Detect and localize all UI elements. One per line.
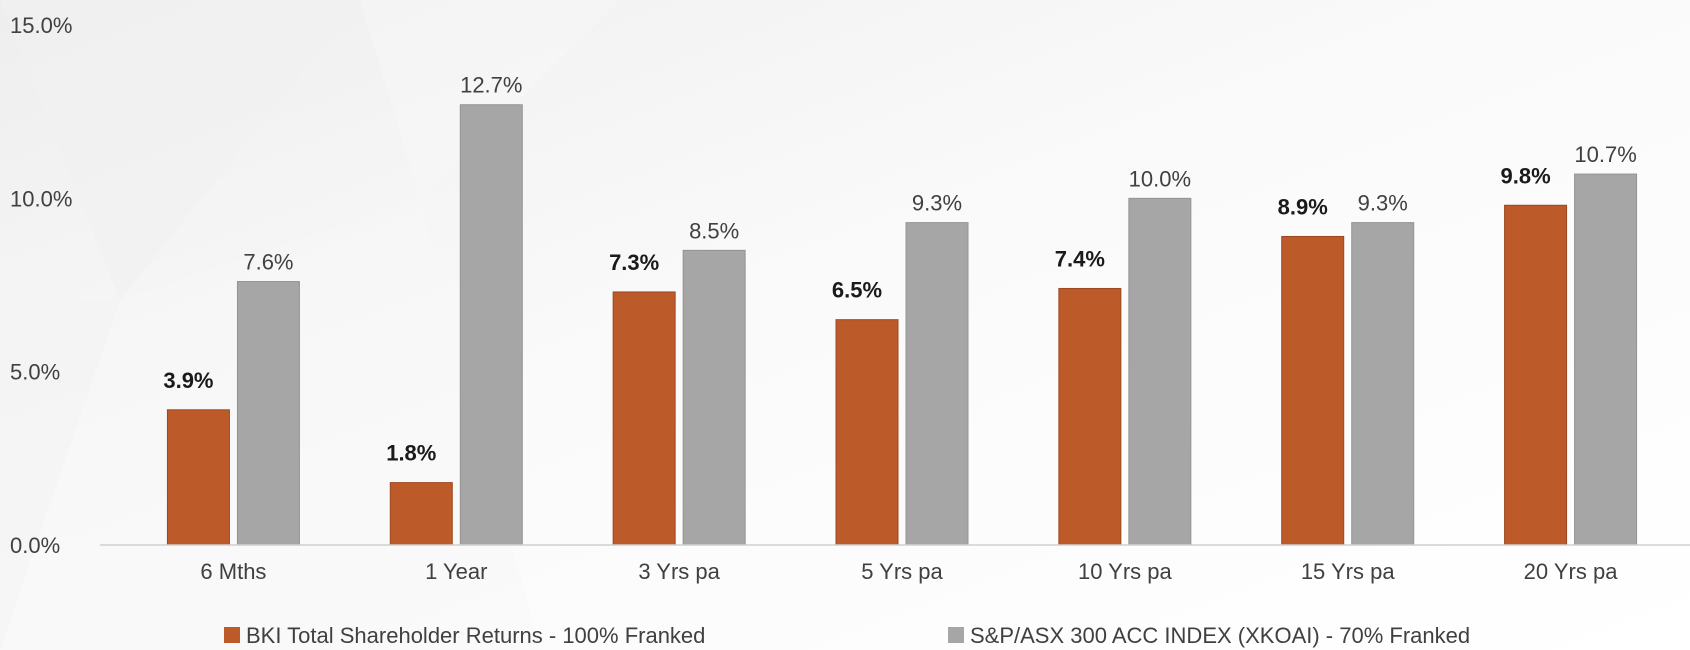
- bar-bki: [1281, 235, 1345, 546]
- y-tick-label: 5.0%: [10, 360, 60, 385]
- bar-bki: [389, 482, 453, 546]
- background-facet: [0, 0, 360, 300]
- data-label-index: 9.3%: [1358, 191, 1408, 216]
- data-label-index: 7.6%: [243, 250, 293, 275]
- y-tick-label: 15.0%: [10, 13, 72, 38]
- data-label-index: 12.7%: [460, 73, 522, 98]
- x-tick-label: 20 Yrs pa: [1524, 559, 1619, 584]
- legend-swatch-bki: [224, 627, 240, 643]
- bar-index: [236, 281, 300, 546]
- y-axis: 0.0% 5.0% 10.0% 15.0%: [10, 13, 72, 558]
- data-label-index: 10.0%: [1129, 166, 1191, 191]
- legend-label-bki: BKI Total Shareholder Returns - 100% Fra…: [246, 623, 705, 648]
- data-label-index: 8.5%: [689, 218, 739, 243]
- data-label-index: 9.3%: [912, 191, 962, 216]
- x-tick-label: 6 Mths: [200, 559, 266, 584]
- data-label-index: 10.7%: [1574, 142, 1636, 167]
- data-label-bki: 3.9%: [163, 368, 213, 393]
- data-label-bki: 8.9%: [1278, 194, 1328, 219]
- bar-index: [1128, 197, 1192, 546]
- bar-index: [905, 222, 969, 546]
- y-tick-label: 10.0%: [10, 186, 72, 211]
- data-label-bki: 7.3%: [609, 250, 659, 275]
- bar-index: [1351, 222, 1415, 546]
- bar-bki: [612, 291, 676, 546]
- bar-index: [682, 249, 746, 546]
- x-tick-label: 15 Yrs pa: [1301, 559, 1396, 584]
- x-tick-label: 3 Yrs pa: [638, 559, 720, 584]
- data-label-bki: 6.5%: [832, 278, 882, 303]
- bar-index: [459, 104, 523, 546]
- bar-bki: [166, 409, 230, 546]
- bar-bki: [1504, 204, 1568, 546]
- x-tick-label: 10 Yrs pa: [1078, 559, 1173, 584]
- bar-index: [1574, 173, 1638, 546]
- legend-label-index: S&P/ASX 300 ACC INDEX (XKOAI) - 70% Fran…: [970, 623, 1470, 648]
- data-label-bki: 7.4%: [1055, 246, 1105, 271]
- bars: [166, 104, 1638, 546]
- x-axis: 6 Mths 1 Year 3 Yrs pa 5 Yrs pa 10 Yrs pa 15 …: [200, 559, 1618, 584]
- legend-swatch-index: [948, 627, 964, 643]
- y-tick-label: 0.0%: [10, 533, 60, 558]
- bar-bki: [835, 319, 899, 546]
- x-tick-label: 1 Year: [425, 559, 487, 584]
- x-tick-label: 5 Yrs pa: [861, 559, 943, 584]
- legend: BKI Total Shareholder Returns - 100% Fra…: [224, 623, 1470, 648]
- data-label-bki: 1.8%: [386, 441, 436, 466]
- background-facet: [360, 0, 620, 200]
- data-labels: 3.9% 7.6% 1.8% 12.7% 7.3% 8.5% 6.5% 9.3% 7.4% 10.…: [163, 73, 1636, 466]
- bar-bki: [1058, 287, 1122, 546]
- data-label-bki: 9.8%: [1500, 163, 1550, 188]
